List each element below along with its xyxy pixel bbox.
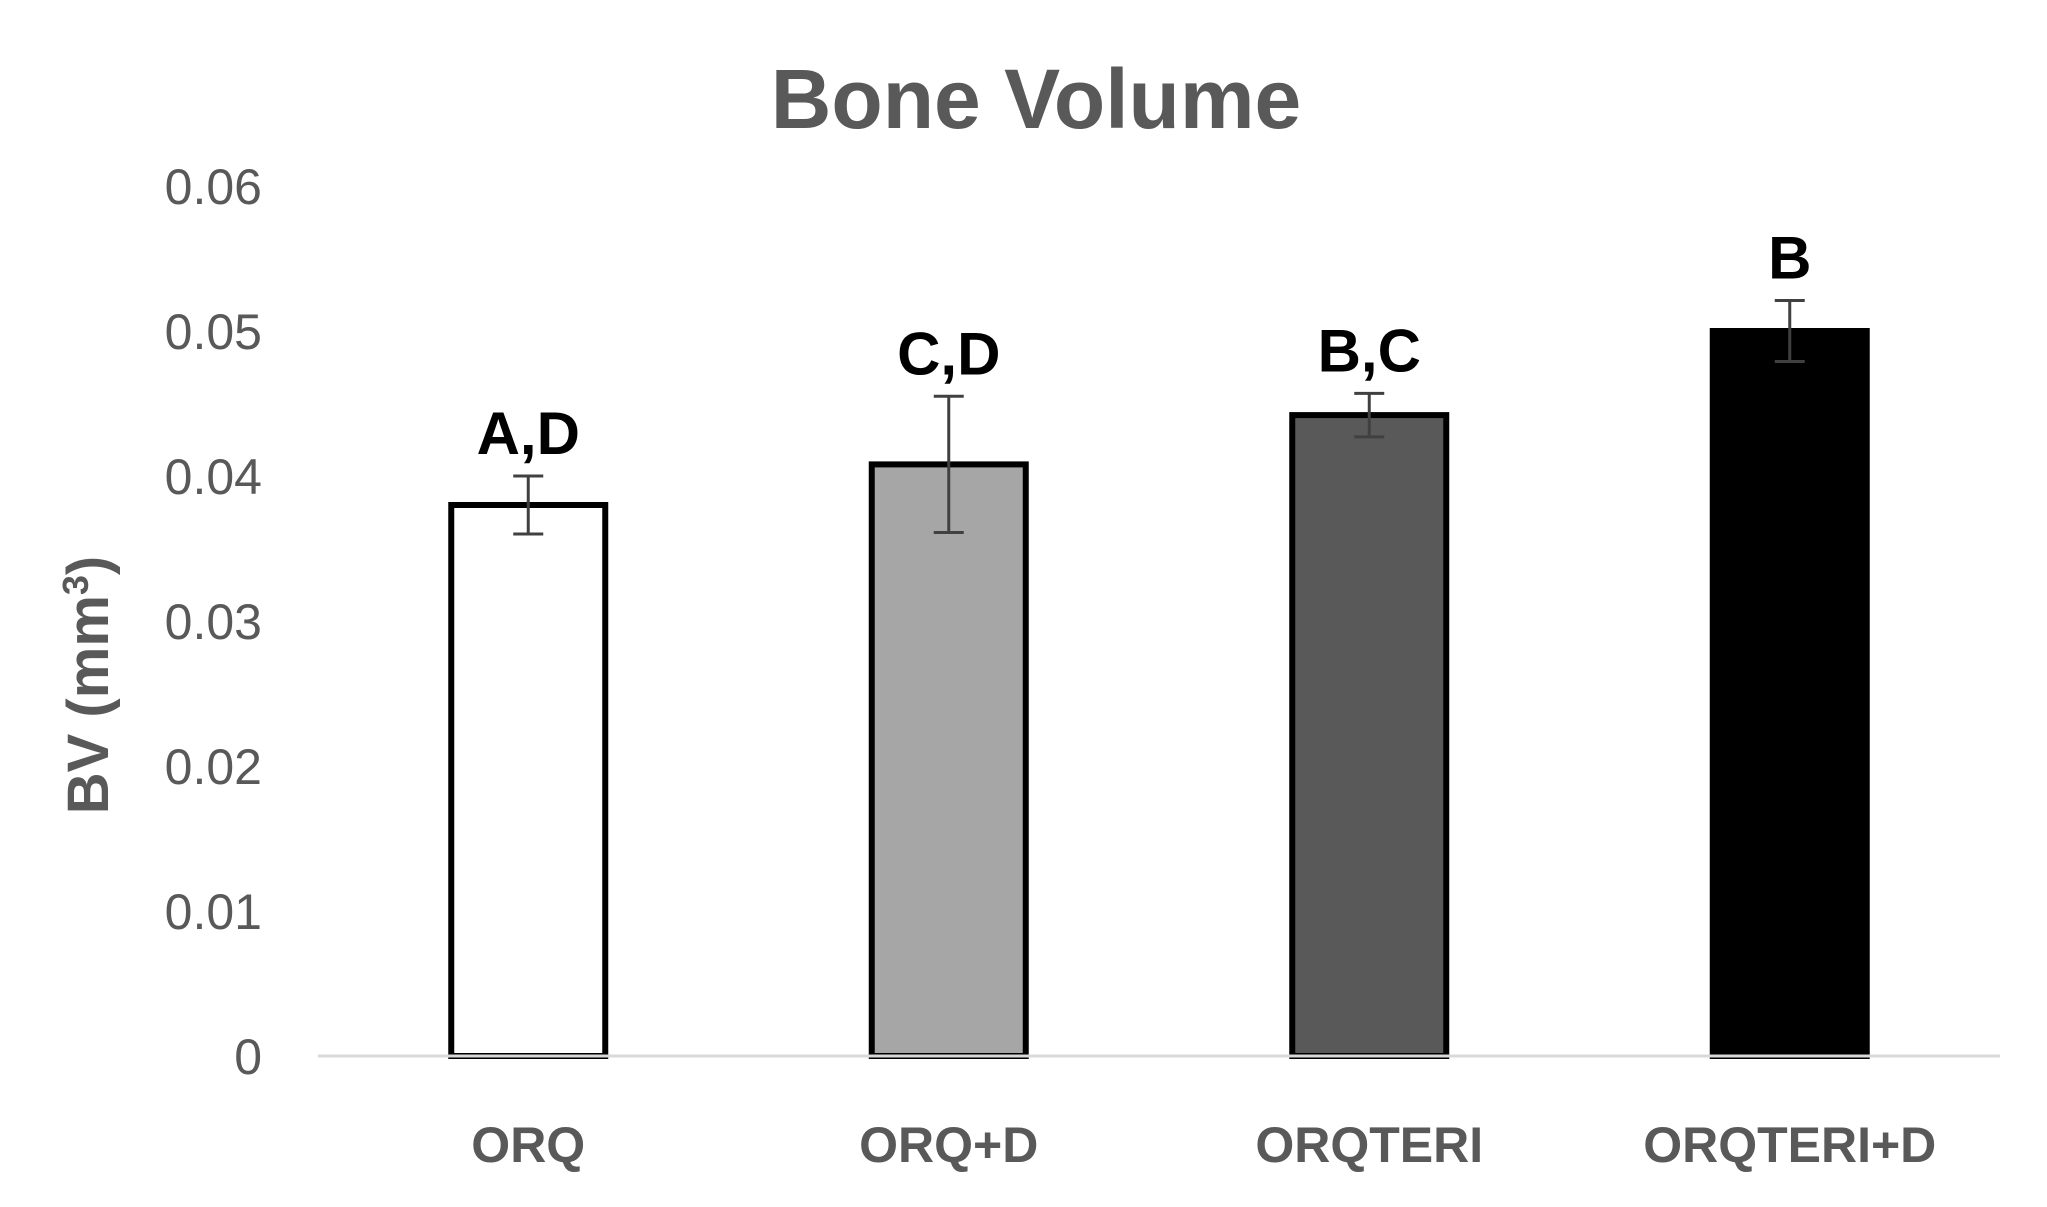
chart-title: Bone Volume bbox=[771, 52, 1302, 146]
bar-orqteri bbox=[1289, 412, 1450, 1060]
data-label: B bbox=[1768, 225, 1811, 292]
data-label: C,D bbox=[897, 320, 1000, 387]
y-tick-label: 0.01 bbox=[165, 884, 262, 940]
y-axis-label-superscript: 3 bbox=[55, 575, 96, 595]
data-label: B,C bbox=[1318, 317, 1421, 384]
x-tick-label: ORQTERI+D bbox=[1643, 1117, 1936, 1173]
y-axis-label-suffix: ) bbox=[56, 556, 121, 575]
y-tick-label: 0.06 bbox=[165, 159, 262, 215]
bar-orq-d bbox=[868, 461, 1029, 1059]
data-label: A,D bbox=[477, 400, 580, 467]
y-tick-label: 0.04 bbox=[165, 449, 262, 505]
bars-group: A,D C,D B,C B bbox=[448, 225, 1870, 1060]
x-tick-label: ORQ+D bbox=[859, 1117, 1038, 1173]
y-tick-label: 0 bbox=[234, 1029, 262, 1085]
y-axis-label: BV (mm3) bbox=[55, 556, 121, 815]
x-tick-label: ORQTERI bbox=[1255, 1117, 1483, 1173]
y-axis-label-main: BV (mm bbox=[56, 595, 121, 814]
y-tick-label: 0.05 bbox=[165, 304, 262, 360]
bar-orq bbox=[448, 502, 609, 1059]
bar-orqteri-d bbox=[1709, 328, 1870, 1059]
y-tick-label: 0.02 bbox=[165, 739, 262, 795]
y-tick-label: 0.03 bbox=[165, 594, 262, 650]
x-tick-label: ORQ bbox=[471, 1117, 585, 1173]
x-axis-ticks: ORQ ORQ+D ORQTERI ORQTERI+D bbox=[471, 1117, 1936, 1173]
y-axis-ticks: 0 0.01 0.02 0.03 0.04 0.05 0.06 bbox=[165, 159, 262, 1085]
